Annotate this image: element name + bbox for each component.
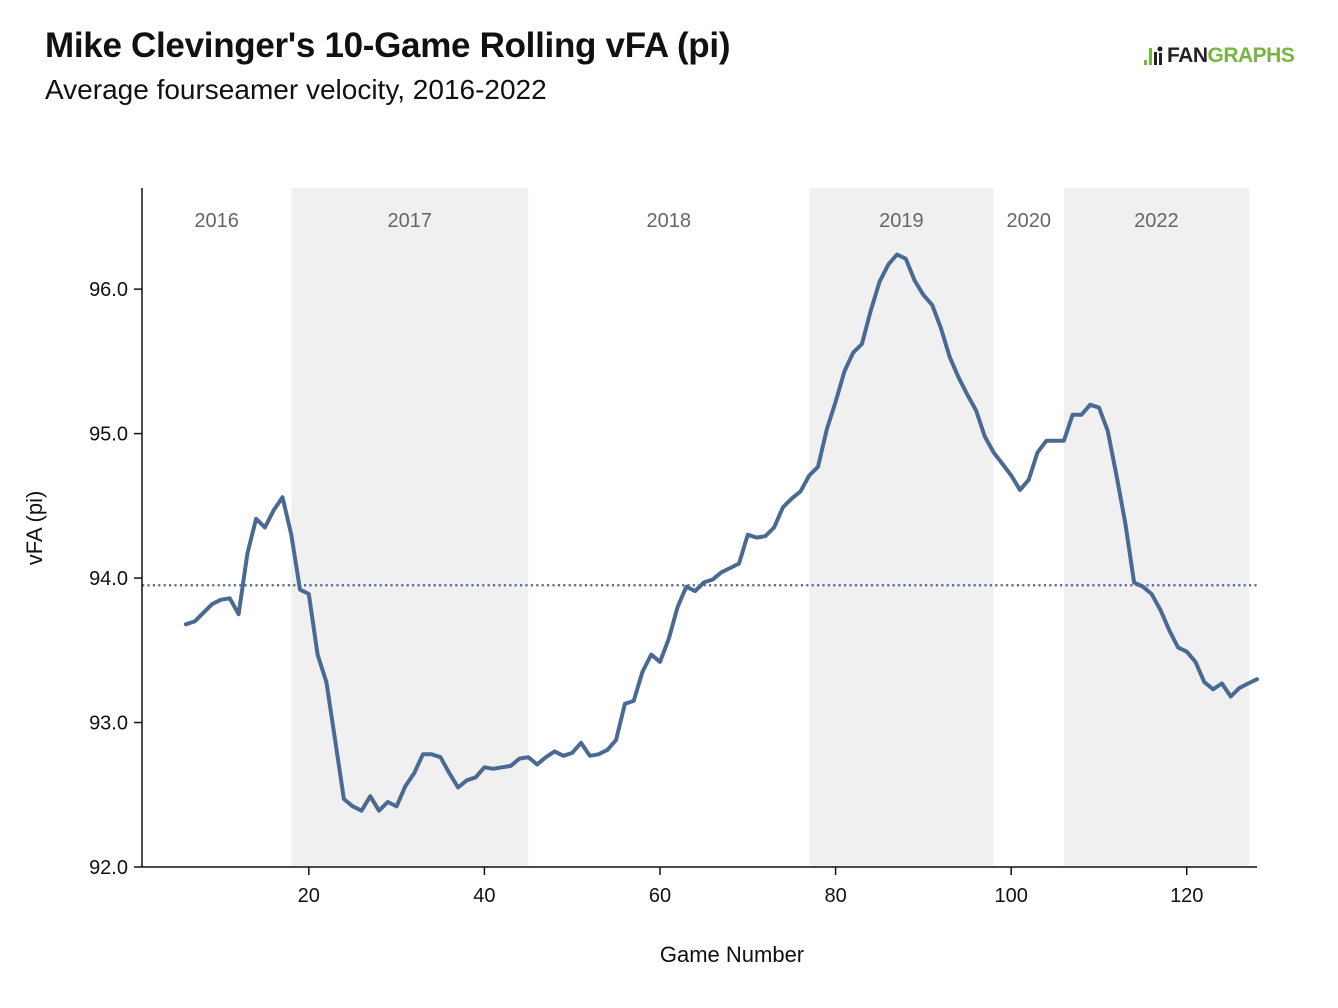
season-label-2016: 2016 <box>194 210 239 232</box>
x-tick-label: 60 <box>649 885 671 907</box>
y-axis-title: vFA (pi) <box>22 491 47 566</box>
fangraphs-logo: FAN GRAPHS <box>1143 42 1295 70</box>
y-tick-label: 92.0 <box>89 857 128 879</box>
fangraphs-logo-icon <box>1144 46 1163 65</box>
season-band-2017 <box>291 188 529 867</box>
chart-title: Mike Clevinger's 10-Game Rolling vFA (pi… <box>45 26 731 65</box>
chart-subtitle: Average fourseamer velocity, 2016-2022 <box>45 74 547 105</box>
x-tick-label: 120 <box>1170 885 1203 907</box>
logo-text-graphs: GRAPHS <box>1207 44 1295 67</box>
season-label-2018: 2018 <box>647 210 692 232</box>
x-tick-label: 20 <box>298 885 320 907</box>
season-band-2019 <box>809 188 994 867</box>
x-tick-label: 80 <box>824 885 846 907</box>
season-label-2020: 2020 <box>1006 210 1051 232</box>
season-band-2022 <box>1063 188 1249 867</box>
season-label-2022: 2022 <box>1134 210 1179 232</box>
axes: 92.0 93.0 94.0 95.0 96.0 20 40 60 80 100 120 <box>89 188 1257 907</box>
season-label-2019: 2019 <box>879 210 924 232</box>
season-bands <box>291 188 1249 867</box>
series-group <box>183 252 1259 813</box>
x-axis-title: Game Number <box>660 942 804 967</box>
series-line <box>183 252 1259 813</box>
season-label-2017: 2017 <box>388 210 433 232</box>
x-tick-label: 100 <box>994 885 1027 907</box>
y-tick-label: 93.0 <box>89 713 128 735</box>
logo-text-fan: FAN <box>1167 44 1208 67</box>
y-tick-label: 94.0 <box>89 568 128 590</box>
y-tick-label: 96.0 <box>89 279 128 301</box>
x-tick-label: 40 <box>473 885 495 907</box>
season-labels: 2016 2017 2018 2019 2020 2022 <box>194 210 1178 232</box>
y-tick-label: 95.0 <box>89 424 128 446</box>
